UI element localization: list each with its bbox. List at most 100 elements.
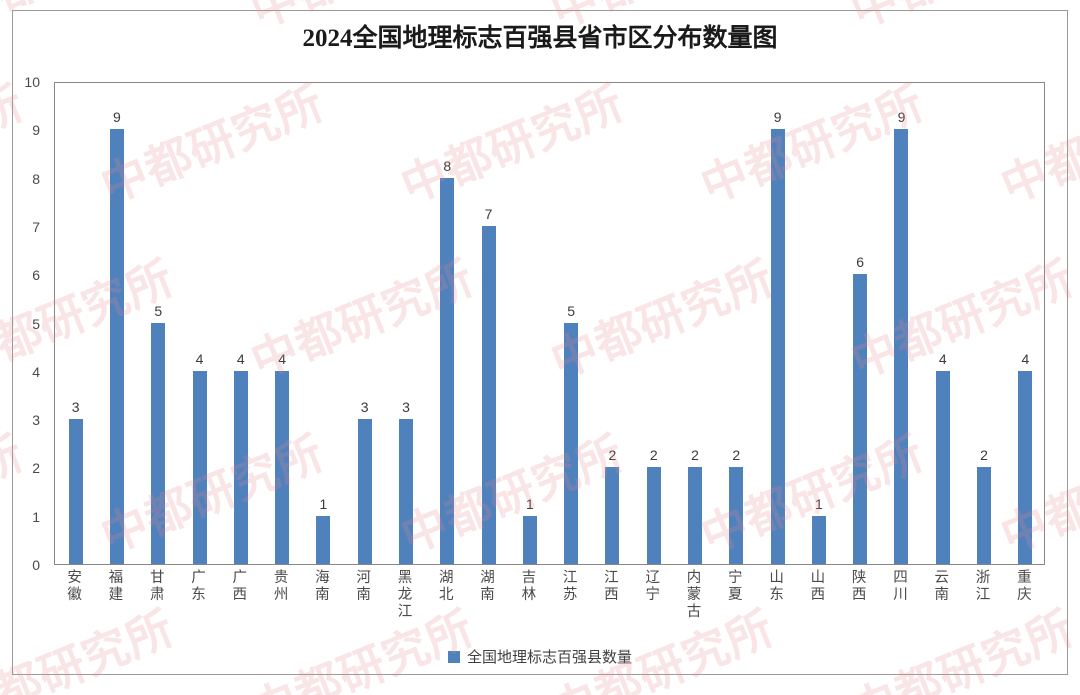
x-axis-tick-char: 云 (934, 570, 950, 586)
bar-slot: 1 (798, 83, 839, 564)
x-axis-tick-char: 南 (480, 587, 495, 603)
y-axis-tick-label: 6 (32, 267, 40, 284)
x-axis-tick-label: 安徽 (54, 570, 95, 604)
x-axis-tick-label: 陕西 (839, 570, 880, 604)
bar[interactable] (729, 467, 744, 564)
x-axis-tick-char: 广 (232, 570, 248, 586)
x-axis-tick-label: 广西 (219, 570, 260, 604)
bar-value-label: 6 (856, 254, 865, 271)
bar[interactable] (977, 467, 992, 564)
legend-marker-icon (447, 650, 460, 663)
x-axis-tick-char: 西 (604, 587, 619, 603)
bar[interactable] (605, 467, 620, 564)
bar[interactable] (357, 419, 372, 564)
bar[interactable] (233, 370, 248, 564)
bar[interactable] (853, 274, 868, 564)
x-axis-tick-char: 南 (356, 587, 371, 603)
x-axis-tick-char: 蒙 (686, 587, 702, 603)
bar-value-label: 1 (525, 495, 534, 512)
bar[interactable] (770, 129, 785, 564)
x-axis-tick-label: 福建 (95, 570, 136, 604)
x-axis-tick-char: 宁 (728, 570, 743, 586)
bar[interactable] (440, 177, 455, 564)
bar-value-label: 9 (773, 109, 782, 126)
bar[interactable] (481, 225, 496, 564)
bar-slot: 3 (344, 83, 385, 564)
bar-value-label: 4 (195, 350, 204, 367)
y-axis-tick-label: 4 (32, 363, 40, 380)
y-axis-tick-label: 9 (32, 122, 40, 139)
x-axis-tick-char: 江 (397, 604, 413, 620)
x-axis-tick-label: 广东 (178, 570, 219, 604)
x-axis-tick-char: 江 (604, 570, 619, 586)
bar-value-label: 5 (154, 302, 163, 319)
bar-value-label: 4 (1021, 350, 1030, 367)
x-axis-tick-label: 河南 (343, 570, 384, 604)
bar[interactable] (151, 322, 166, 564)
y-axis-tick-label: 3 (32, 412, 40, 429)
bar-slot: 4 (922, 83, 963, 564)
bar-slot: 2 (963, 83, 1004, 564)
x-axis-tick-char: 甘 (149, 570, 165, 586)
bar[interactable] (935, 370, 950, 564)
bar[interactable] (68, 419, 83, 564)
x-axis-tick-char: 江 (562, 570, 578, 586)
bar[interactable] (275, 370, 290, 564)
bar-slot: 9 (881, 83, 922, 564)
x-axis-tick-char: 苏 (562, 587, 578, 603)
bar-value-label: 2 (608, 447, 617, 464)
x-axis-tick-char: 川 (893, 587, 908, 603)
bar-value-label: 3 (402, 399, 410, 416)
bar[interactable] (646, 467, 661, 564)
x-axis-tick-label: 山西 (797, 570, 838, 604)
x-axis-tick-label: 黑龙江 (384, 570, 425, 621)
x-axis-tick-char: 安 (67, 570, 82, 586)
x-axis-tick-label: 宁夏 (715, 570, 756, 604)
bar-value-label: 4 (236, 350, 245, 367)
bar[interactable] (398, 419, 413, 564)
bar-slot: 6 (840, 83, 881, 564)
bar[interactable] (564, 322, 579, 564)
x-axis-tick-char: 西 (851, 587, 867, 603)
bar-value-label: 1 (814, 495, 823, 512)
bar-value-label: 2 (649, 447, 658, 464)
x-axis-tick-char: 浙 (975, 570, 991, 586)
bar-value-label: 4 (278, 350, 286, 367)
x-axis-tick-char: 徽 (67, 587, 82, 603)
bar[interactable] (811, 515, 826, 564)
x-axis-tick-label: 内蒙古 (673, 570, 714, 621)
x-axis-tick-char: 山 (769, 570, 784, 586)
bar[interactable] (109, 129, 124, 564)
x-axis: 安徽福建甘肃广东广西贵州海南河南黑龙江湖北湖南吉林江苏江西辽宁内蒙古宁夏山东山西… (54, 570, 1045, 640)
x-axis-tick-char: 广 (191, 570, 206, 586)
bar-slot: 2 (592, 83, 633, 564)
x-axis-tick-char: 内 (686, 570, 702, 586)
x-axis-tick-char: 西 (232, 587, 248, 603)
x-axis-tick-char: 河 (356, 570, 371, 586)
x-axis-tick-label: 云南 (921, 570, 962, 604)
bar[interactable] (894, 129, 909, 564)
bar[interactable] (688, 467, 703, 564)
x-axis-tick-label: 湖北 (426, 570, 467, 604)
bar-value-label: 9 (113, 109, 121, 126)
x-axis-tick-char: 夏 (728, 587, 743, 603)
bar-slot: 3 (385, 83, 426, 564)
chart-title: 2024全国地理标志百强县省市区分布数量图 (302, 25, 778, 52)
legend-label: 全国地理标志百强县数量 (466, 649, 632, 666)
y-axis-tick-label: 5 (32, 315, 40, 332)
x-axis-tick-char: 东 (191, 587, 206, 603)
x-axis-tick-char: 建 (108, 587, 124, 603)
bar[interactable] (192, 370, 207, 564)
bar[interactable] (1018, 370, 1033, 564)
y-axis-tick-label: 1 (32, 508, 40, 525)
bar[interactable] (522, 515, 537, 564)
x-axis-tick-char: 重 (1017, 570, 1032, 586)
bar[interactable] (316, 515, 331, 564)
x-axis-tick-char: 四 (893, 570, 908, 586)
x-axis-tick-char: 宁 (645, 587, 660, 603)
bar-slot: 4 (261, 83, 302, 564)
bar-slot: 4 (220, 83, 261, 564)
x-axis-tick-char: 南 (315, 587, 330, 603)
bar-value-label: 4 (938, 350, 947, 367)
x-axis-tick-char: 江 (975, 587, 991, 603)
